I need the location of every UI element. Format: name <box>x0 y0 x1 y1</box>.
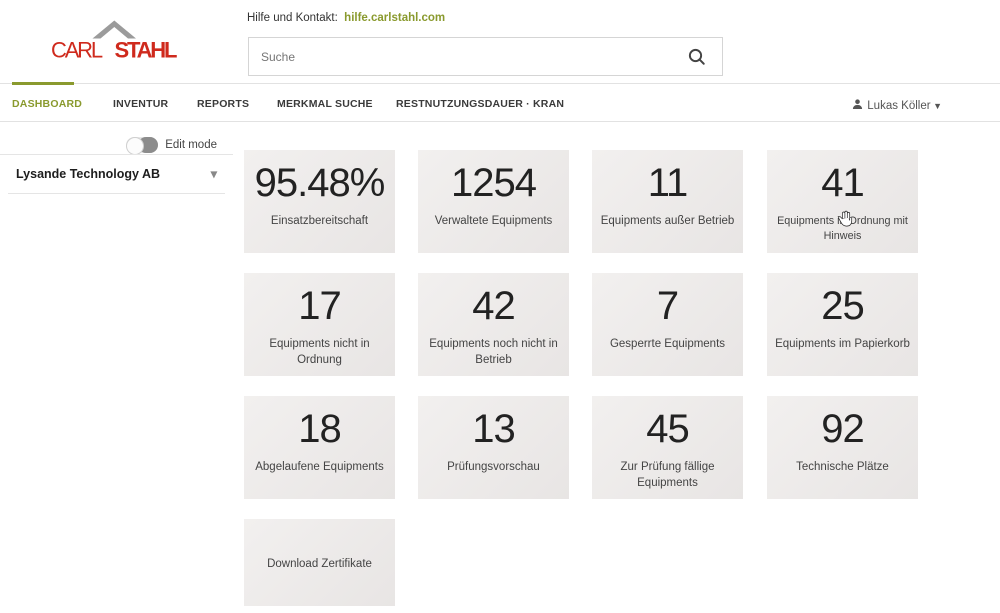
svg-text:STAHL: STAHL <box>115 38 177 63</box>
svg-text:CARL: CARL <box>51 38 103 63</box>
